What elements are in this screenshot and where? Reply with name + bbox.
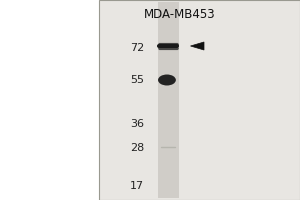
Polygon shape <box>190 42 204 50</box>
Text: 17: 17 <box>130 181 144 191</box>
Bar <box>158 2 178 198</box>
Bar <box>99 0 300 200</box>
Text: 36: 36 <box>130 119 144 129</box>
Text: MDA-MB453: MDA-MB453 <box>144 8 216 21</box>
Text: 28: 28 <box>130 143 144 153</box>
Text: 55: 55 <box>130 75 144 85</box>
Ellipse shape <box>158 74 176 86</box>
Text: 72: 72 <box>130 43 144 53</box>
